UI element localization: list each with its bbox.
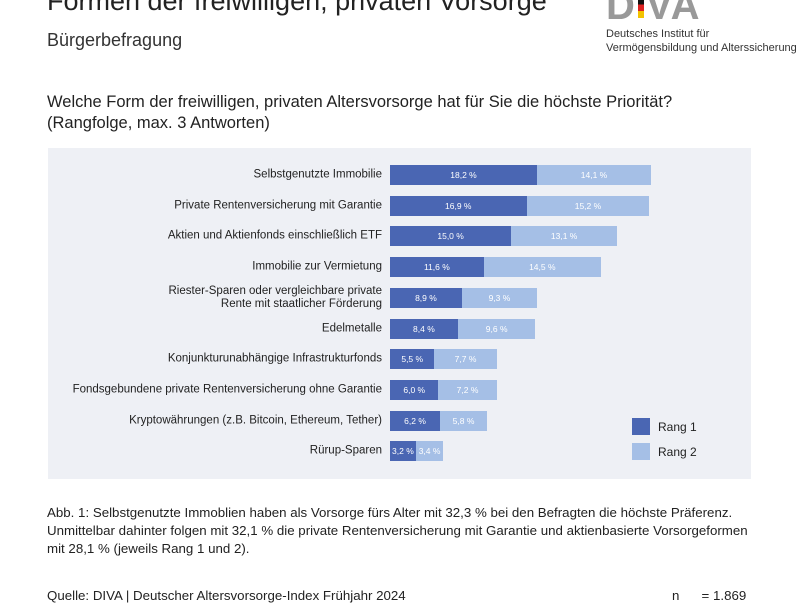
bar-rang-2: 15,2 %: [526, 195, 650, 216]
figure-caption: Abb. 1: Selbstgenutzte Immoblien haben a…: [47, 505, 748, 556]
data-label: 16,9 %: [445, 200, 472, 211]
page-subtitle: Bürgerbefragung: [47, 30, 183, 50]
page-title: Formen der freiwilligen, privaten Vorsor…: [47, 0, 547, 16]
legend-label: Rang 1: [658, 419, 697, 434]
logo-line1: Deutsches Institut für: [606, 28, 710, 40]
data-label: 6,2 %: [404, 415, 426, 426]
legend-swatch: [632, 418, 650, 435]
bar-rang-1: 3,2 %: [390, 441, 416, 462]
data-label: 7,7 %: [454, 354, 477, 365]
bar-rang-1: 15,0 %: [390, 226, 512, 247]
category-label: Private Rentenversicherung mit Garantie: [174, 199, 382, 212]
data-label: 9,3 %: [488, 292, 511, 303]
data-label: 3,2 %: [392, 446, 414, 457]
logo-flag-mark: [637, 0, 644, 19]
bar-rang-2: 9,3 %: [461, 287, 538, 308]
bar-rang-1: 8,9 %: [390, 287, 462, 308]
bar-rang-1: 6,2 %: [390, 410, 441, 431]
data-label: 9,6 %: [485, 323, 508, 334]
category-label: Konjunkturunabhängige Infrastrukturfonds: [167, 352, 382, 365]
category-label: Rürup-Sparen: [309, 444, 382, 457]
question-line2: (Rangfolge, max. 3 Antworten): [47, 114, 270, 132]
bar-rang-2: 5,8 %: [440, 410, 487, 431]
diva-logo: D VA: [606, 0, 701, 28]
question-line1: Welche Form der freiwilligen, privaten A…: [47, 93, 673, 111]
source-note: Quelle: DIVA | Deutscher Altersvorsorge-…: [47, 588, 406, 603]
category-label: Immobilie zur Vermietung: [252, 260, 382, 273]
data-label: 8,4 %: [413, 323, 435, 334]
bar-rang-1: 11,6 %: [390, 257, 484, 278]
bar-rang-2: 14,1 %: [537, 165, 651, 185]
data-label: 5,5 %: [401, 354, 424, 365]
category-label: Selbstgenutzte Immobilie: [253, 168, 382, 181]
data-label: 13,1 %: [550, 231, 578, 242]
category-label: Kryptowährungen (z.B. Bitcoin, Ethereum,…: [129, 414, 382, 427]
sample-size: n = 1.869: [672, 588, 747, 603]
category-label: Fondsgebundene private Rentenversicherun…: [72, 383, 382, 396]
data-label: 14,1 %: [580, 170, 608, 180]
legend-item: Rang 2: [632, 443, 697, 460]
bar-rang-1: 18,2 %: [390, 165, 538, 185]
data-label: 15,2 %: [574, 200, 602, 211]
legend-swatch: [632, 443, 650, 460]
bar-rang-1: 5,5 %: [390, 349, 435, 370]
data-label: 6,0 %: [403, 384, 426, 395]
bar-rang-2: 7,2 %: [438, 379, 497, 400]
category-label: Riester-Sparen oder vergleichbare privat…: [168, 284, 383, 310]
data-label: 14,5 %: [529, 262, 556, 273]
legend-item: Rang 1: [632, 418, 697, 435]
bar-rang-2: 9,6 %: [457, 318, 536, 339]
category-label: Aktien und Aktienfonds einschließlich ET…: [167, 229, 382, 242]
data-label: 8,9 %: [415, 292, 437, 303]
bar-rang-1: 8,4 %: [390, 318, 458, 339]
bar-rang-1: 16,9 %: [390, 195, 527, 216]
category-label: Edelmetalle: [321, 322, 382, 334]
data-label: 15,0 %: [437, 231, 464, 242]
bar-rang-2: 14,5 %: [483, 257, 601, 278]
logo-line2: Vermögensbildung und Alterssicherung: [606, 42, 797, 54]
legend-label: Rang 2: [658, 444, 697, 459]
question: Welche Form der freiwilligen, privaten A…: [47, 92, 672, 134]
bar-rang-1: 6,0 %: [390, 379, 439, 400]
bar-rang-2: 13,1 %: [511, 226, 618, 247]
logo-text: Deutsches Institut für Vermögensbildung u…: [606, 27, 797, 55]
data-label: 3,4 %: [418, 446, 441, 457]
data-label: 11,6 %: [423, 262, 450, 273]
data-label: 5,8 %: [452, 415, 475, 426]
data-label: 18,2 %: [450, 170, 477, 180]
bar-rang-2: 3,4 %: [415, 441, 444, 462]
bar-rang-2: 7,7 %: [434, 349, 497, 370]
data-label: 7,2 %: [456, 384, 479, 395]
